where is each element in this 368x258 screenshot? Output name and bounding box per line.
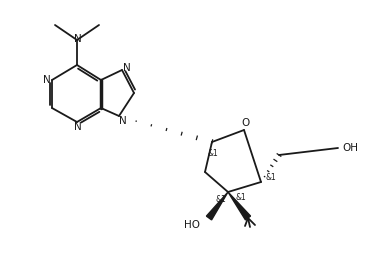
Text: &1: &1 xyxy=(266,173,277,181)
Text: &1: &1 xyxy=(215,196,226,205)
Text: OH: OH xyxy=(342,143,358,153)
Text: N: N xyxy=(123,63,131,73)
Text: HO: HO xyxy=(184,220,200,230)
Polygon shape xyxy=(206,192,228,220)
Text: &1: &1 xyxy=(236,192,247,201)
Polygon shape xyxy=(228,192,251,220)
Text: N: N xyxy=(119,116,127,126)
Text: O: O xyxy=(241,118,249,128)
Text: N: N xyxy=(74,122,82,132)
Text: N: N xyxy=(74,34,82,44)
Text: &1: &1 xyxy=(208,149,219,157)
Text: N: N xyxy=(43,75,51,85)
